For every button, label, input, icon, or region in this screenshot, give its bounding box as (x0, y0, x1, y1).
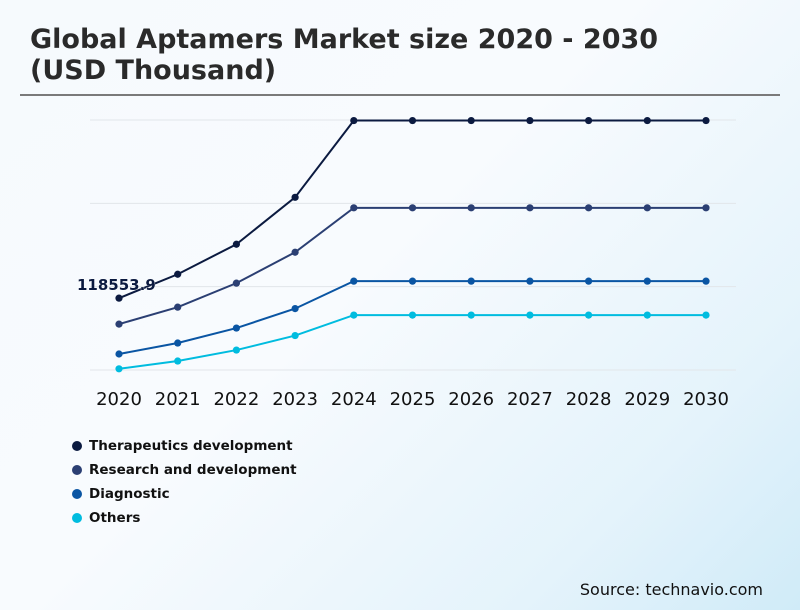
legend-label: Research and development (89, 462, 297, 478)
legend-label: Diagnostic (89, 486, 170, 502)
x-tick-label: 2023 (272, 389, 318, 410)
legend-marker-icon (72, 441, 82, 451)
data-point (115, 320, 123, 328)
legend-item: Others (72, 506, 297, 530)
data-point (526, 311, 534, 319)
data-point (174, 270, 182, 278)
title-line-2: (USD Thousand) (30, 55, 277, 86)
data-point (585, 311, 593, 319)
data-point (408, 116, 417, 125)
data-point (585, 277, 593, 285)
line-chart: 2020 2021 2022 2023 2024 2025 2026 2027 2028 2029… (77, 116, 736, 410)
x-tick-label: 2022 (213, 389, 259, 410)
legend-item: Research and development (72, 458, 297, 482)
data-point (467, 116, 475, 125)
title-line-1: Global Aptamers Market size 2020 - 2030 (30, 24, 659, 55)
x-tick-label: 2026 (448, 389, 494, 410)
data-point (702, 277, 710, 285)
data-point (643, 116, 651, 125)
data-point (174, 357, 182, 365)
data-point (408, 277, 417, 285)
data-point (350, 204, 358, 212)
data-point (115, 365, 123, 373)
legend: Therapeutics development Research and dev… (72, 434, 297, 530)
title-divider (20, 94, 780, 96)
data-point (643, 311, 651, 319)
data-point (408, 311, 417, 319)
data-point (115, 294, 123, 302)
data-point (585, 116, 593, 125)
legend-marker-icon (72, 465, 82, 475)
chart-title: Global Aptamers Market size 2020 - 2030 … (30, 24, 658, 86)
legend-item: Diagnostic (72, 482, 297, 506)
data-point (643, 277, 651, 285)
data-point (115, 350, 123, 358)
data-point (526, 277, 534, 285)
legend-marker-icon (72, 489, 82, 499)
x-tick-label: 2027 (507, 389, 553, 410)
series-line (118, 314, 706, 370)
data-point (350, 311, 358, 319)
data-point (232, 240, 240, 248)
x-tick-label: 2029 (624, 389, 670, 410)
x-tick-label: 2030 (683, 389, 729, 410)
data-point (467, 277, 475, 285)
data-point (232, 346, 240, 354)
data-point (585, 204, 593, 212)
data-point (350, 277, 358, 285)
data-point (350, 116, 358, 125)
data-point (526, 204, 534, 212)
data-point (232, 324, 240, 332)
x-tick-label: 2020 (96, 389, 142, 410)
x-tick-label: 2025 (390, 389, 436, 410)
data-point (174, 303, 182, 311)
data-point (232, 279, 240, 287)
legend-marker-icon (72, 513, 82, 523)
data-point (408, 204, 417, 212)
data-point (702, 204, 710, 212)
data-label: 118553.9 (77, 276, 156, 294)
data-point (291, 193, 299, 201)
x-tick-label: 2028 (566, 389, 612, 410)
series-line (118, 206, 706, 326)
data-point (291, 248, 299, 256)
legend-label: Therapeutics development (89, 438, 293, 454)
data-point (643, 204, 651, 212)
data-point (174, 339, 182, 347)
data-point (467, 204, 475, 212)
data-point (291, 305, 299, 313)
x-tick-label: 2024 (331, 389, 377, 410)
data-point (291, 331, 299, 340)
data-point (467, 311, 475, 319)
legend-item: Therapeutics development (72, 434, 297, 458)
source-text: Source: technavio.com (579, 580, 763, 599)
data-point (526, 116, 534, 125)
x-tick-label: 2021 (155, 389, 201, 410)
legend-label: Others (89, 510, 141, 526)
data-point (702, 116, 710, 125)
data-point (702, 311, 710, 319)
